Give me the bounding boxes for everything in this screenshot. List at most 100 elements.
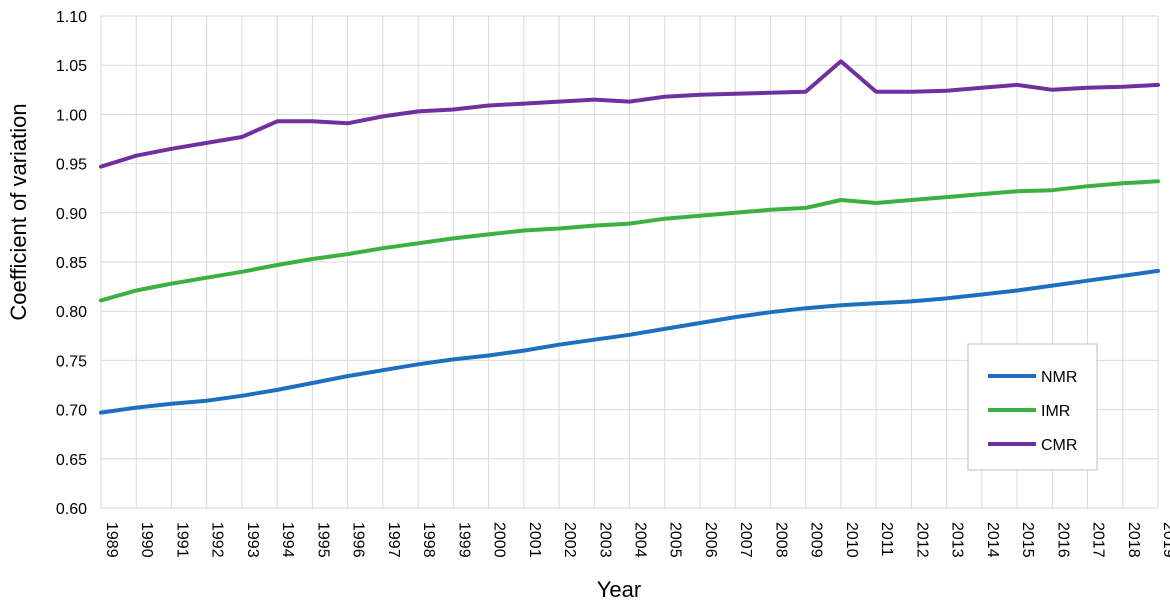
data-point-imr [909,198,913,202]
x-tick-label: 2004 [632,522,649,558]
x-tick-label: 2018 [1125,522,1142,558]
data-point-imr [310,257,314,261]
data-point-imr [1156,179,1160,183]
data-point-imr [99,298,103,302]
data-point-imr [628,222,632,226]
data-point-cmr [1015,83,1019,87]
x-tick-label: 2015 [1019,522,1036,558]
series-layer [99,59,1160,415]
y-tick-label: 0.60 [56,501,87,518]
data-point-nmr [980,292,984,296]
data-point-cmr [1050,88,1054,92]
data-point-cmr [909,90,913,94]
x-tick-label: 1998 [420,522,437,558]
data-point-nmr [768,310,772,314]
series-line-imr [99,179,1160,303]
y-tick-label: 0.70 [56,403,87,420]
data-point-imr [451,236,455,240]
data-point-nmr [1121,274,1125,278]
data-point-cmr [416,109,420,113]
data-point-nmr [240,394,244,398]
data-point-nmr [275,388,279,392]
legend-label-cmr: CMR [1041,437,1077,454]
data-point-cmr [1086,86,1090,90]
y-axis-ticks: 0.60 0.65 0.70 0.75 0.80 0.85 0.90 0.95 1.00 1.05… [56,9,87,518]
data-point-nmr [522,349,526,353]
data-point-cmr [487,104,491,108]
y-tick-label: 1.00 [56,107,87,124]
data-point-cmr [839,59,843,63]
data-point-nmr [99,411,103,415]
data-point-nmr [346,374,350,378]
x-tick-label: 2008 [772,522,789,558]
data-point-nmr [487,353,491,357]
data-point-nmr [909,299,913,303]
y-tick-label: 1.05 [56,58,87,75]
data-point-cmr [205,141,209,145]
data-point-imr [768,208,772,212]
x-tick-label: 2014 [984,522,1001,558]
data-point-nmr [1015,289,1019,293]
y-tick-label: 0.75 [56,353,87,370]
data-point-nmr [205,399,209,403]
data-point-nmr [1086,279,1090,283]
data-point-nmr [874,301,878,305]
data-point-nmr [310,381,314,385]
data-point-cmr [698,93,702,97]
data-point-cmr [557,100,561,104]
data-point-cmr [980,86,984,90]
data-point-imr [416,241,420,245]
y-tick-label: 0.85 [56,255,87,272]
x-tick-label: 1991 [173,522,190,558]
data-point-imr [663,217,667,221]
data-point-imr [1050,188,1054,192]
data-point-imr [169,282,173,286]
data-point-nmr [804,306,808,310]
legend: NMR IMR CMR [967,343,1098,471]
data-point-imr [945,195,949,199]
x-tick-label: 2006 [702,522,719,558]
series-line-cmr [99,59,1160,169]
data-point-imr [346,252,350,256]
data-point-cmr [99,165,103,169]
x-tick-label: 1996 [350,522,367,558]
data-point-imr [275,263,279,267]
data-point-cmr [628,100,632,104]
data-point-cmr [451,107,455,111]
y-tick-label: 1.10 [56,9,87,26]
data-point-imr [240,270,244,274]
data-point-nmr [592,338,596,342]
x-tick-label: 1993 [244,522,261,558]
data-point-cmr [804,90,808,94]
x-tick-label: 2019 [1160,522,1170,558]
data-point-cmr [522,102,526,106]
data-point-nmr [945,296,949,300]
data-point-imr [1086,184,1090,188]
x-tick-label: 2012 [913,522,930,558]
data-point-nmr [663,327,667,331]
data-point-cmr [134,154,138,158]
data-point-imr [134,289,138,293]
data-point-imr [839,198,843,202]
data-point-nmr [416,362,420,366]
data-point-cmr [733,92,737,96]
data-point-nmr [169,402,173,406]
x-tick-label: 2009 [808,522,825,558]
data-point-cmr [169,147,173,151]
data-point-cmr [663,95,667,99]
x-tick-label: 1995 [314,522,331,558]
data-point-nmr [134,406,138,410]
y-tick-label: 0.95 [56,157,87,174]
x-tick-label: 2001 [526,522,543,558]
x-tick-label: 1994 [279,522,296,558]
y-tick-label: 0.80 [56,304,87,321]
x-tick-label: 2013 [949,522,966,558]
x-tick-label: 1989 [103,522,120,558]
series-line-nmr [99,268,1160,415]
data-point-nmr [839,303,843,307]
x-tick-label: 1992 [209,522,226,558]
legend-label-imr: IMR [1041,403,1070,420]
y-tick-label: 0.65 [56,452,87,469]
